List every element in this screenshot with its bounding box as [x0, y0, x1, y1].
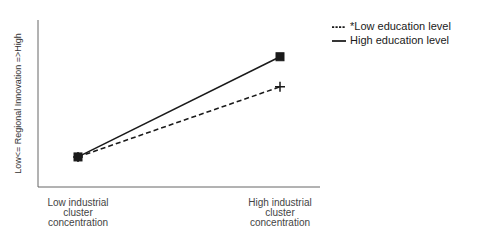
svg-text:Low<= Regional Innovation =>Hi: Low<= Regional Innovation =>High [13, 33, 23, 174]
svg-text:Low industrialclusterconcentra: Low industrialclusterconcentration [47, 197, 108, 227]
html-text:High education level: High education level [350, 34, 450, 47]
html-text:*Low education level: *Low education level [350, 20, 451, 32]
svg-text:High industrialclusterconcentr: High industrialclusterconcentration [248, 197, 311, 227]
